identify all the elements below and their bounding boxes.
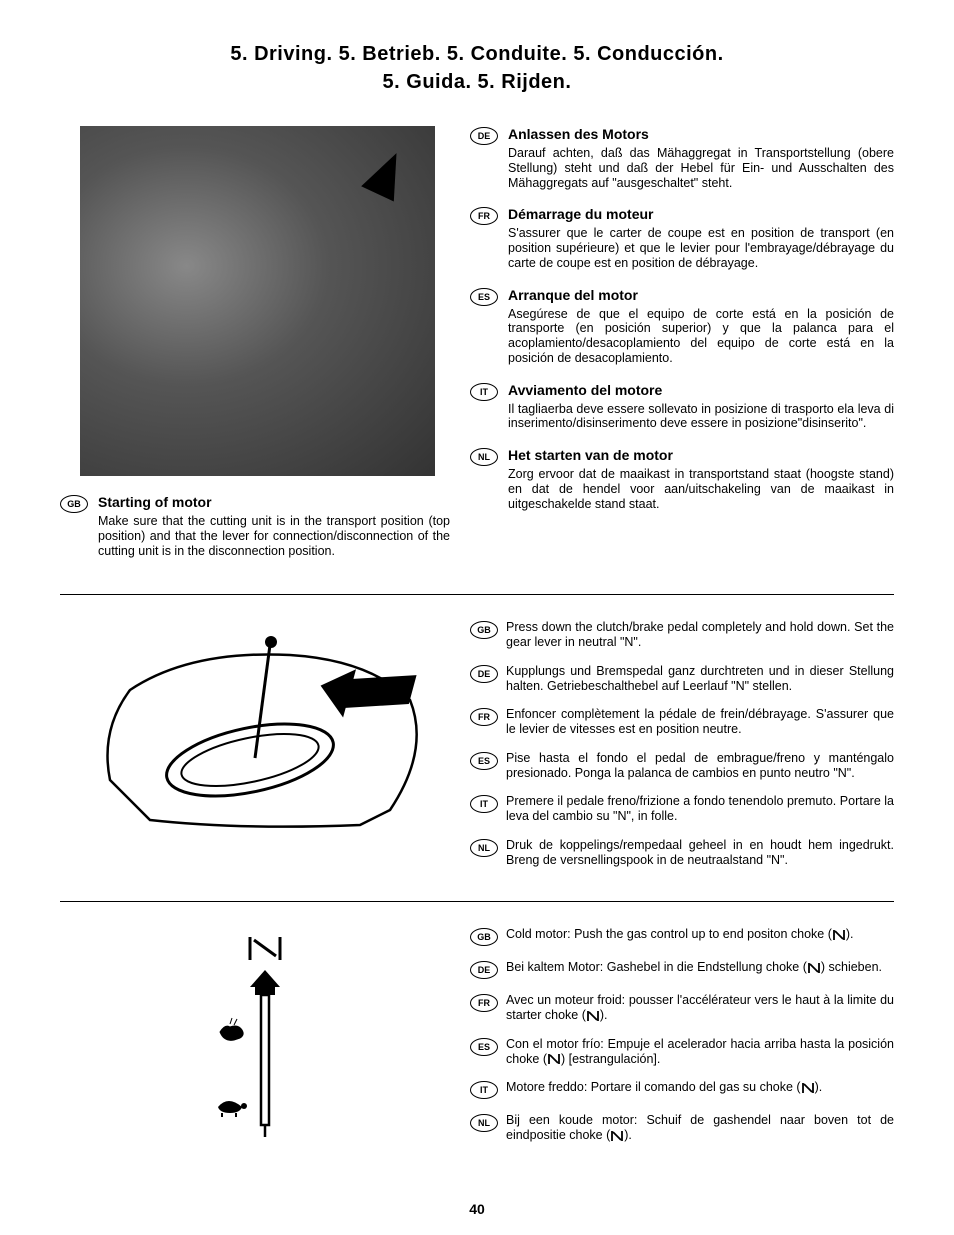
mower-photo (80, 126, 435, 476)
line3-body-nl: Bij een koude motor: Schuif de gashendel… (506, 1113, 894, 1143)
lang-badge-nl: NL (470, 839, 498, 857)
body-fr: S'assurer que le carter de coupe est en … (508, 226, 894, 270)
body-es: Asegúrese de que el equipo de corte está… (508, 307, 894, 366)
lang-badge-gb: GB (470, 928, 498, 946)
heading-de: Anlassen des Motors (508, 126, 894, 142)
heading-gb: Starting of motor (98, 494, 450, 510)
lang-badge-it: IT (470, 795, 498, 813)
body-nl: Zorg ervoor dat de maaikast in transport… (508, 467, 894, 511)
line-fr: FR Enfoncer complètement la pédale de fr… (470, 707, 894, 737)
line-body-it: Premere il pedale freno/frizione a fondo… (506, 794, 894, 824)
heading-fr: Démarrage du moteur (508, 206, 894, 222)
lang-badge-de: DE (470, 665, 498, 683)
line3-nl: NL Bij een koude motor: Schuif de gashen… (470, 1113, 894, 1143)
lang-badge-es: ES (470, 1038, 498, 1056)
line3-gb: GB Cold motor: Push the gas control up t… (470, 927, 894, 946)
gas-control-diagram (200, 932, 330, 1142)
lang-badge-de: DE (470, 961, 498, 979)
lang-badge-gb: GB (60, 495, 88, 513)
pedal-diagram (90, 630, 430, 830)
line-nl: NL Druk de koppelings/rempedaal geheel i… (470, 838, 894, 868)
heading-nl: Het starten van de motor (508, 447, 894, 463)
lang-block-nl: NL Het starten van de motor Zorg ervoor … (470, 447, 894, 511)
lang-badge-it: IT (470, 383, 498, 401)
line3-body-es: Con el motor frío: Empuje el acelerador … (506, 1037, 894, 1067)
lang-block-fr: FR Démarrage du moteur S'assurer que le … (470, 206, 894, 270)
line-es: ES Pise hasta el fondo el pedal de embra… (470, 751, 894, 781)
line-gb: GB Press down the clutch/brake pedal com… (470, 620, 894, 650)
choke-icon (807, 962, 821, 974)
lang-badge-it: IT (470, 1081, 498, 1099)
line3-body-fr: Avec un moteur froid: pousser l'accéléra… (506, 993, 894, 1023)
lang-block-it: IT Avviamento del motore Il tagliaerba d… (470, 382, 894, 432)
lang-block-de: DE Anlassen des Motors Darauf achten, da… (470, 126, 894, 190)
lang-badge-fr: FR (470, 708, 498, 726)
choke-icon (547, 1053, 561, 1065)
line3-it: IT Motore freddo: Portare il comando del… (470, 1080, 894, 1099)
line-it: IT Premere il pedale freno/frizione a fo… (470, 794, 894, 824)
line3-body-it: Motore freddo: Portare il comando del ga… (506, 1080, 894, 1099)
lang-badge-nl: NL (470, 448, 498, 466)
page-number: 40 (0, 1201, 954, 1217)
lang-badge-fr: FR (470, 994, 498, 1012)
choke-icon (586, 1010, 600, 1022)
section-starting-motor: GB Starting of motor Make sure that the … (60, 126, 894, 574)
page-title: 5. Driving. 5. Betrieb. 5. Conduite. 5. … (60, 40, 894, 96)
body-de: Darauf achten, daß das Mähaggregat in Tr… (508, 146, 894, 190)
line3-es: ES Con el motor frío: Empuje el acelerad… (470, 1037, 894, 1067)
line-de: DE Kupplungs und Bremspedal ganz durchtr… (470, 664, 894, 694)
body-gb: Make sure that the cutting unit is in th… (98, 514, 450, 558)
section-clutch-pedal: GB Press down the clutch/brake pedal com… (60, 620, 894, 881)
lang-badge-de: DE (470, 127, 498, 145)
heading-es: Arranque del motor (508, 287, 894, 303)
lang-block-gb: GB Starting of motor Make sure that the … (60, 494, 450, 558)
lang-badge-fr: FR (470, 207, 498, 225)
line3-body-gb: Cold motor: Push the gas control up to e… (506, 927, 894, 946)
lang-badge-es: ES (470, 752, 498, 770)
lang-block-es: ES Arranque del motor Asegúrese de que e… (470, 287, 894, 366)
line3-body-de: Bei kaltem Motor: Gashebel in die Endste… (506, 960, 894, 979)
choke-icon (610, 1130, 624, 1142)
body-it: Il tagliaerba deve essere sollevato in p… (508, 402, 894, 432)
line-body-es: Pise hasta el fondo el pedal de embrague… (506, 751, 894, 781)
title-line-2: 5. Guida. 5. Rijden. (60, 68, 894, 96)
lang-badge-gb: GB (470, 621, 498, 639)
divider-1 (60, 594, 894, 595)
choke-icon (832, 929, 846, 941)
choke-icon (801, 1082, 815, 1094)
heading-it: Avviamento del motore (508, 382, 894, 398)
section-gas-control: GB Cold motor: Push the gas control up t… (60, 927, 894, 1157)
line3-de: DE Bei kaltem Motor: Gashebel in die End… (470, 960, 894, 979)
lang-badge-es: ES (470, 288, 498, 306)
line-body-de: Kupplungs und Bremspedal ganz durchtrete… (506, 664, 894, 694)
line-body-nl: Druk de koppelings/rempedaal geheel in e… (506, 838, 894, 868)
line-body-gb: Press down the clutch/brake pedal comple… (506, 620, 894, 650)
lang-badge-nl: NL (470, 1114, 498, 1132)
line-body-fr: Enfoncer complètement la pédale de frein… (506, 707, 894, 737)
line3-fr: FR Avec un moteur froid: pousser l'accél… (470, 993, 894, 1023)
title-line-1: 5. Driving. 5. Betrieb. 5. Conduite. 5. … (60, 40, 894, 68)
divider-2 (60, 901, 894, 902)
